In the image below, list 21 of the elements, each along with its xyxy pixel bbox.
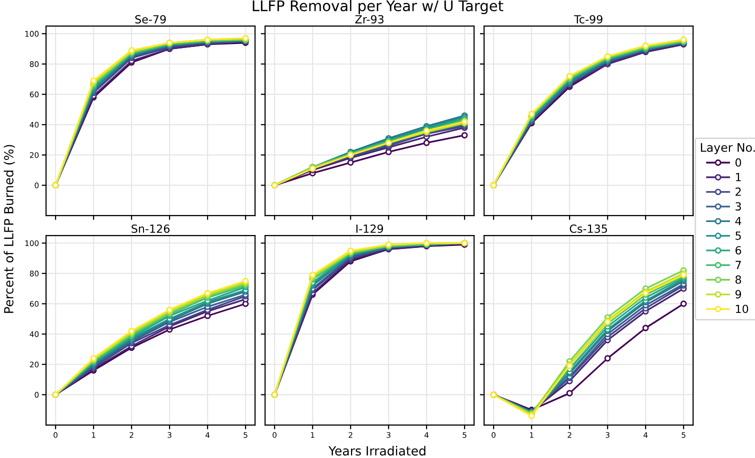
legend-label: 7 [736, 260, 741, 270]
legend-label: 2 [736, 188, 741, 196]
legend-label: 3 [736, 202, 741, 211]
legend-label: 9 [735, 290, 742, 298]
text: LLFP Removal per Year w/ U Target [252, 0, 504, 14]
legend-label: 0 [735, 158, 742, 167]
legend-label: 4 [735, 216, 742, 226]
legend-label: 10 [736, 304, 748, 314]
legend-label: 8 [736, 275, 742, 284]
chart-title: Tc-99 [574, 15, 602, 24]
chart-title: Sn-126 [132, 224, 170, 233]
x-axis-title: Years Irradiated [328, 446, 426, 456]
chart-title: Zr-93 [355, 15, 384, 24]
y-axis-title: Percent of LLFP Burned (%) [4, 144, 15, 313]
legend-title: Layer No. [700, 143, 755, 154]
chart-title: Cs-135 [570, 224, 608, 233]
legend-label: 6 [736, 246, 742, 255]
legend-label: 1 [736, 173, 741, 182]
chart-title: I-129 [356, 224, 384, 233]
legend-label: 5 [736, 232, 741, 240]
chart-title: Se-79 [135, 15, 166, 24]
